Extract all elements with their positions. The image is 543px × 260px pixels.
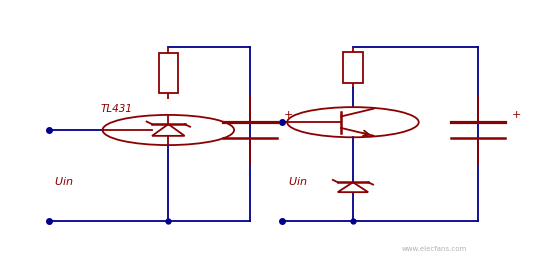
Text: TL431: TL431 [100, 105, 132, 114]
Text: +: + [512, 110, 521, 120]
Text: www.elecfans.com: www.elecfans.com [402, 246, 467, 252]
Text: +: + [283, 110, 293, 120]
Text: $Uin$: $Uin$ [54, 175, 74, 187]
Bar [159, 53, 178, 93]
Text: $Uin$: $Uin$ [288, 175, 307, 187]
Bar [343, 52, 363, 83]
